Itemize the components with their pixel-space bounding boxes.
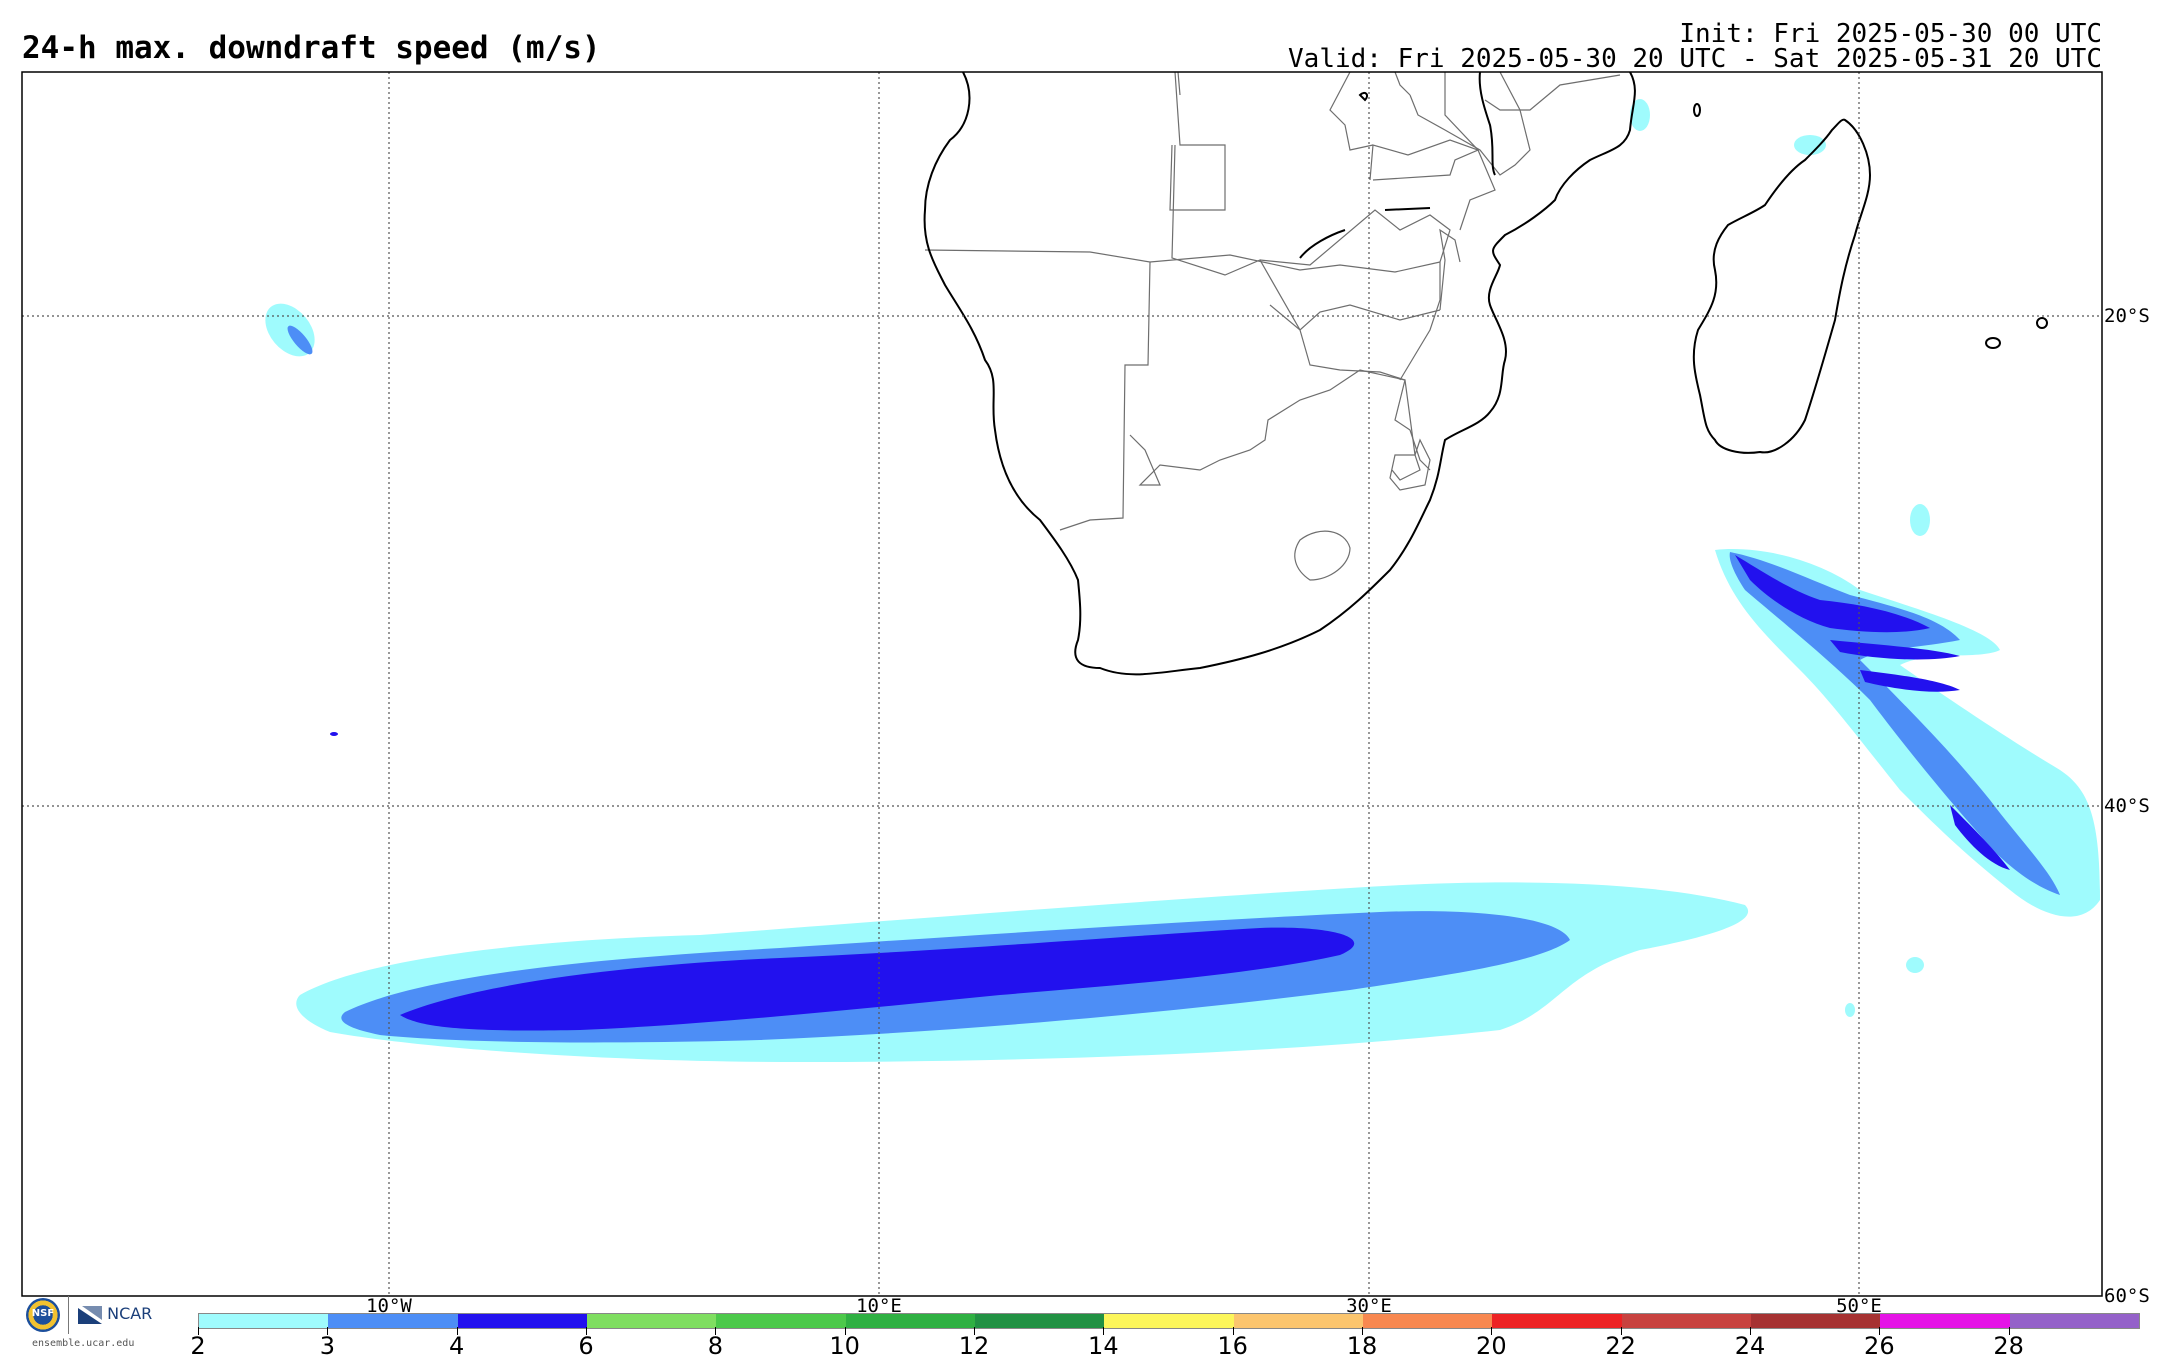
colorbar-tick: [327, 1327, 329, 1335]
coast-island-comoros: [1693, 103, 1701, 117]
colorbar-label: 28: [1993, 1332, 2024, 1360]
colorbar-tick: [198, 1327, 199, 1335]
colorbar-tick: [1750, 1327, 1751, 1335]
init-time: Init: Fri 2025-05-30 00 UTC: [1679, 19, 2102, 49]
lat-label-20s: 20°S: [2104, 305, 2150, 327]
downdraft-field: [265, 99, 2100, 1062]
colorbar-label: 24: [1734, 1332, 1766, 1360]
colorbar-tick: [1620, 1327, 1622, 1335]
lon-label-10e: 10°E: [856, 1295, 902, 1317]
colorbar-swatch: [845, 1314, 975, 1328]
nsf-seal-text: NSF: [31, 1308, 55, 1319]
site-url: ensemble.ucar.edu: [32, 1338, 135, 1349]
valid-time: Valid: Fri 2025-05-30 20 UTC - Sat 2025-…: [1288, 44, 2102, 74]
colorbar-label: 20: [1476, 1332, 1507, 1360]
colorbar-swatch: [586, 1314, 717, 1328]
contour-3ms-atlantic-speck-1: [287, 325, 313, 355]
coast-island-reunion: [2036, 317, 2048, 329]
lat-label-40s: 40°S: [2104, 795, 2150, 817]
contour-2ms-speck-7: [1845, 1003, 1855, 1017]
coast-lake-3: [1478, 72, 1496, 176]
lon-label-30e: 30°E: [1346, 1295, 1392, 1317]
coast-southern-africa: [923, 72, 1636, 676]
ncar-logo: NCAR: [78, 1304, 152, 1324]
colorbar-label: 18: [1346, 1332, 1378, 1360]
coastlines: [923, 72, 2048, 676]
colorbar-swatch: [1233, 1314, 1363, 1328]
colorbar-swatch: [1362, 1314, 1493, 1328]
colorbar-tick: [1362, 1327, 1363, 1335]
colorbar-tick: [1879, 1327, 1881, 1335]
colorbar-swatch: [1492, 1314, 1622, 1328]
coast-madagascar: [1692, 118, 1872, 454]
map-frame: [21, 71, 2103, 1297]
contour-2ms-speck-6: [1906, 957, 1924, 973]
colorbar-swatch: [199, 1314, 329, 1328]
logo-block: NSF NCAR ensemble.ucar.edu: [22, 1296, 162, 1352]
graticule: [22, 72, 2102, 1296]
colorbar-tick: [1232, 1327, 1234, 1335]
colorbar-label: 26: [1864, 1332, 1895, 1360]
colorbar: [198, 1313, 2140, 1329]
colorbar-swatch: [2009, 1314, 2139, 1328]
contour-4ms-main-band: [400, 927, 1355, 1031]
coast-island-mauritius: [1985, 337, 2001, 349]
contour-4ms-atlantic-speck-2: [330, 732, 338, 736]
colorbar-labels: 2 3 4 6 8 10 12 14 16 18 20 22 24 26 28: [190, 1332, 2138, 1360]
colorbar-label: 10: [829, 1332, 860, 1360]
map-title: 24-h max. downdraft speed (m/s): [22, 30, 601, 66]
colorbar-swatch: [457, 1314, 587, 1328]
time-info: Init: Fri 2025-05-30 00 UTC Valid: Fri 2…: [1288, 19, 2102, 74]
colorbar-tick: [1103, 1327, 1105, 1335]
colorbar-label: 2: [190, 1332, 206, 1360]
colorbar-label: 4: [449, 1332, 465, 1360]
colorbar-swatch: [1880, 1314, 2010, 1328]
colorbar-label: 22: [1605, 1332, 1636, 1360]
coast-lake-4: [1358, 91, 1369, 102]
coast-lake-1: [1299, 229, 1346, 259]
contour-2ms-speck-5: [1910, 504, 1930, 536]
colorbar-label: 8: [707, 1332, 723, 1360]
lat-label-60s: 60°S: [2104, 1285, 2150, 1307]
colorbar-swatch: [328, 1314, 458, 1328]
contour-2ms-speck-3: [1630, 99, 1650, 131]
colorbar-swatch: [974, 1314, 1105, 1328]
colorbar-swatch: [1750, 1314, 1881, 1328]
colorbar-swatch: [1104, 1314, 1234, 1328]
contour-2ms-speck-4: [1794, 135, 1826, 155]
colorbar-label: 6: [578, 1332, 594, 1360]
lon-label-50e: 50°E: [1836, 1295, 1882, 1317]
colorbar-tick: [456, 1327, 458, 1335]
colorbar-ticks: [198, 1327, 2138, 1335]
nsf-seal-icon: NSF: [26, 1298, 60, 1332]
ncar-logo-text: NCAR: [107, 1304, 153, 1323]
colorbar-tick: [586, 1327, 587, 1335]
contour-4ms-east-streaks: [1735, 555, 2010, 870]
colorbar-tick: [974, 1327, 975, 1335]
colorbar-label: 16: [1217, 1332, 1248, 1360]
country-borders: [924, 72, 1621, 581]
colorbar-swatch: [716, 1314, 846, 1328]
colorbar-tick: [2008, 1327, 2010, 1335]
contour-3ms-east-streaks: [1729, 552, 2060, 895]
coast-lake-2: [1384, 207, 1431, 211]
colorbar-label: 3: [319, 1332, 335, 1360]
colorbar-label: 12: [958, 1332, 990, 1360]
logo-divider: [68, 1296, 69, 1334]
colorbar-tick: [715, 1327, 717, 1335]
colorbar-label: 14: [1088, 1332, 1119, 1360]
colorbar-tick: [1491, 1327, 1493, 1335]
colorbar-tick: [844, 1327, 846, 1335]
lon-label-10w: 10°W: [366, 1295, 412, 1317]
colorbar-swatch: [1621, 1314, 1751, 1328]
ncar-mark-icon: [78, 1305, 102, 1324]
